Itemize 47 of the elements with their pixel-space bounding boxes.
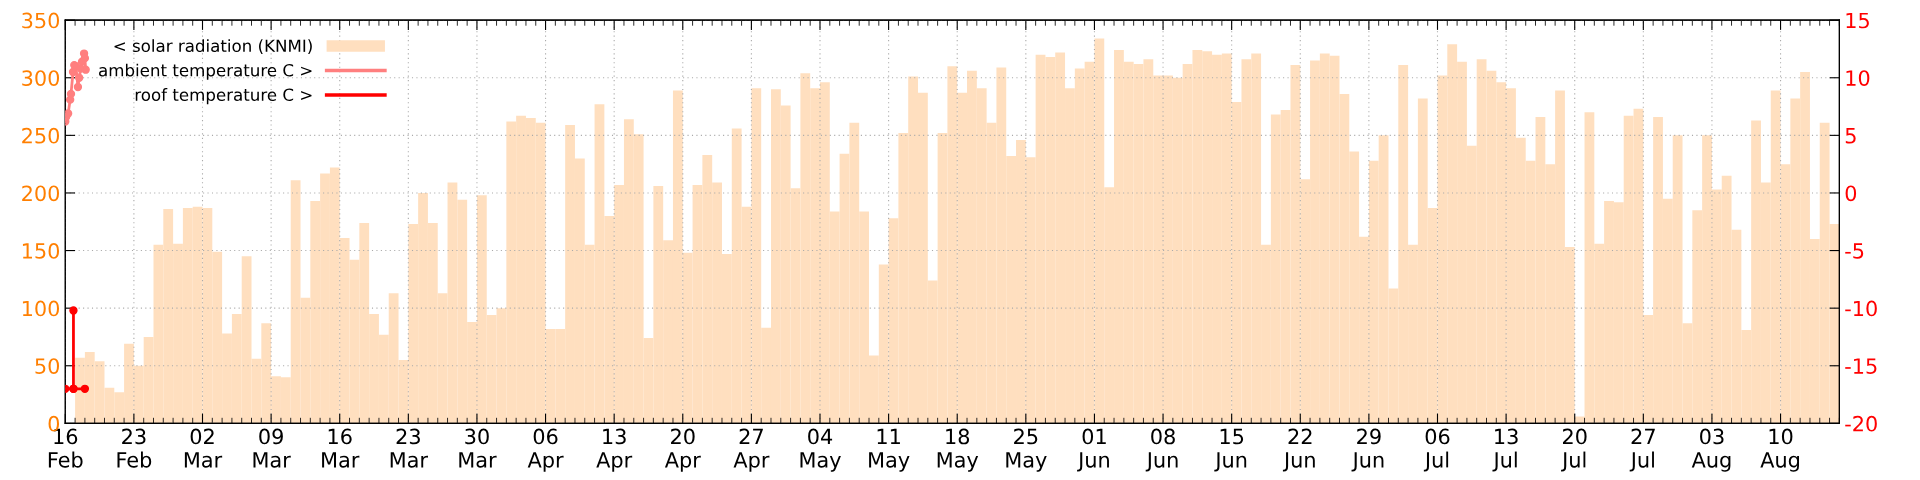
y-tick-label: 300 xyxy=(22,70,60,86)
x-tick-label: 02 Mar xyxy=(184,428,223,468)
y2-tick-label: -10 xyxy=(1845,300,1877,317)
x-tick-label: 27 Jul xyxy=(1629,428,1655,472)
y2-tick-label: -20 xyxy=(1845,415,1877,432)
y-tick-label: 350 xyxy=(22,12,60,29)
x-tick-label: 01 Jun xyxy=(1077,428,1109,472)
x-tick-label: 03 Aug xyxy=(1691,428,1731,472)
x-tick-label: 20 Jul xyxy=(1561,428,1587,472)
x-tick-label: 08 Jun xyxy=(1145,428,1178,472)
x-tick-label: 04 May xyxy=(800,428,841,472)
legend-label: ambient temperature C > xyxy=(99,63,312,80)
x-tick-label: 30 Mar xyxy=(459,428,497,468)
x-tick-label: 06 Jul xyxy=(1423,428,1450,472)
x-tick-label: 27 Apr xyxy=(733,428,770,472)
point xyxy=(65,109,73,118)
x-tick-label: 18 May xyxy=(937,428,979,472)
legend-label: roof temperature C > xyxy=(135,88,312,105)
x-tick-label: 10 Aug xyxy=(1760,428,1799,472)
y2-tick-label: -5 xyxy=(1845,243,1864,259)
x-tick-label: 09 Mar xyxy=(253,428,291,468)
legend-label: < solar radiation (KNMI) xyxy=(114,39,312,55)
y2-tick-label: 0 xyxy=(1845,185,1857,202)
point xyxy=(73,82,83,92)
y2-tick-label: 10 xyxy=(1846,70,1870,86)
y2-tick-label: 15 xyxy=(1846,12,1869,29)
x-tick-label: 20 Apr xyxy=(664,428,701,472)
y2-tick-label: 5 xyxy=(1845,128,1856,144)
y-tick-label: 200 xyxy=(22,185,60,202)
y-tick-label: 50 xyxy=(35,358,60,374)
x-tick-label: 06 Apr xyxy=(527,428,564,472)
y-tick-label: 250 xyxy=(22,127,60,144)
y2-tick-label: -15 xyxy=(1845,358,1877,374)
x-tick-label: 23 Feb xyxy=(117,428,152,468)
point xyxy=(81,65,90,74)
x-tick-label: 22 Jun xyxy=(1282,428,1315,472)
x-tick-label: 15 Jun xyxy=(1214,428,1247,472)
x-tick-label: 29 Jun xyxy=(1351,428,1384,472)
x-tick-label: 11 May xyxy=(869,428,910,472)
x-tick-label: 25 May xyxy=(1006,428,1047,472)
x-tick-label: 13 Jul xyxy=(1492,428,1518,472)
x-tick-label: 13 Apr xyxy=(596,428,633,472)
y-tick-label: 100 xyxy=(22,300,60,317)
y-tick-label: 150 xyxy=(22,243,60,259)
x-tick-label: 16 Mar xyxy=(322,428,360,468)
x-tick-label: 23 Mar xyxy=(390,428,428,468)
point xyxy=(74,73,84,82)
